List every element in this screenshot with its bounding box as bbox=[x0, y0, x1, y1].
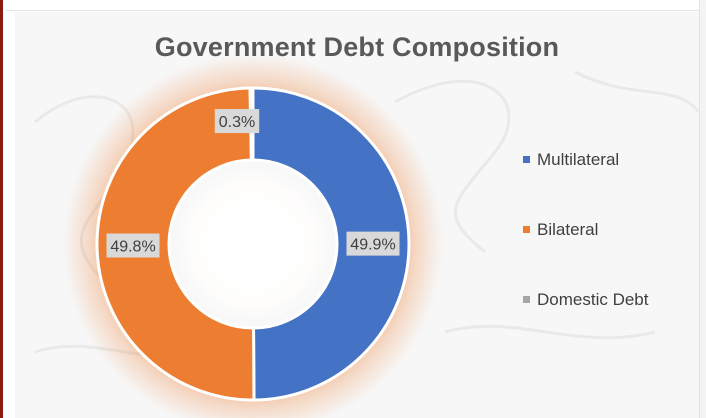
legend-label: Domestic Debt bbox=[537, 290, 649, 309]
legend-item-multilateral[interactable]: Multilateral bbox=[523, 150, 619, 170]
data-label-box bbox=[214, 109, 260, 134]
data-label-multilateral: 49.9% bbox=[346, 231, 400, 256]
slice-bilateral[interactable] bbox=[95, 86, 256, 402]
chart-area: 49.9% 49.8% 0.3% Government Debt Compositi… bbox=[15, 12, 699, 418]
legend-label: Bilateral bbox=[537, 220, 599, 239]
right-scroll-edge bbox=[699, 0, 706, 418]
data-label-box bbox=[106, 233, 160, 258]
legend-item-bilateral[interactable]: Bilateral bbox=[523, 220, 598, 240]
data-label-text: 49.8% bbox=[110, 239, 155, 256]
chart-background-art: 49.9% 49.8% 0.3% bbox=[34, 54, 699, 418]
legend-swatch bbox=[523, 296, 530, 304]
data-label-box bbox=[346, 231, 400, 256]
slice-multilateral[interactable] bbox=[251, 86, 411, 402]
legend-item-domestic-debt[interactable]: Domestic Debt bbox=[523, 290, 648, 310]
data-label-text: 49.9% bbox=[350, 237, 395, 254]
doughnut-hole bbox=[169, 160, 337, 328]
legend-swatch bbox=[523, 226, 530, 234]
top-strip bbox=[6, 0, 706, 11]
data-label-text: 0.3% bbox=[219, 114, 255, 131]
data-label-bilateral: 49.8% bbox=[106, 233, 160, 258]
chart-title: Government Debt Composition bbox=[154, 32, 560, 62]
data-label-domestic-debt: 0.3% bbox=[214, 109, 260, 134]
legend-label: Multilateral bbox=[537, 150, 620, 169]
legend-swatch bbox=[523, 156, 530, 164]
